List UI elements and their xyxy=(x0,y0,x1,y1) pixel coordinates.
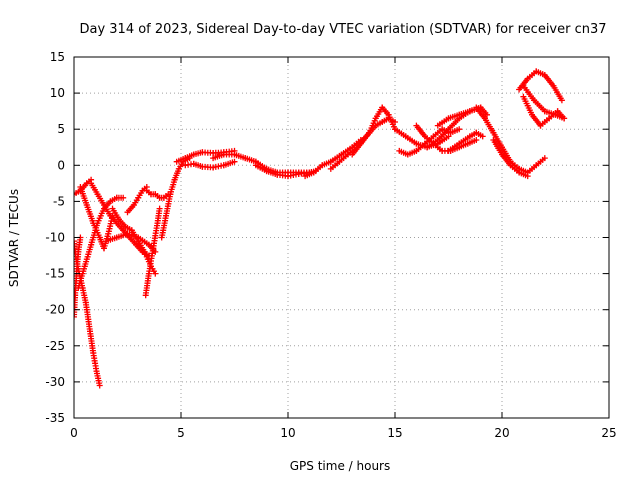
x-tick-label: 25 xyxy=(601,426,616,440)
data-point xyxy=(541,155,548,162)
data-point xyxy=(120,194,127,201)
data-point xyxy=(156,205,163,212)
data-point xyxy=(74,238,77,245)
series-arc-28 xyxy=(490,137,531,180)
series-arc-22 xyxy=(396,126,463,158)
data-point xyxy=(558,97,565,104)
data-point xyxy=(524,173,531,180)
series-arc-14 xyxy=(182,158,238,171)
axes: 0 5 10 15 20 25 -35 -30 -25 -20 -15 -10 -5 0 5 10 15 xyxy=(45,50,616,440)
series-arc-20 xyxy=(359,115,398,143)
data-point xyxy=(96,382,103,389)
y-tick-label: -25 xyxy=(45,339,65,353)
series-arc-31 xyxy=(520,82,568,122)
y-tick-label: -20 xyxy=(45,303,65,317)
chart-title: Day 314 of 2023, Sidereal Day-to-day VTE… xyxy=(79,22,606,37)
x-tick-label: 10 xyxy=(280,426,295,440)
data-point xyxy=(561,115,568,122)
data-point xyxy=(456,126,463,133)
y-tick-label: -5 xyxy=(53,194,65,208)
x-tick-label: 5 xyxy=(177,426,185,440)
x-axis-label: GPS time / hours xyxy=(290,459,391,473)
data-point xyxy=(392,119,398,125)
y-tick-label: -10 xyxy=(45,231,65,245)
grid-lines xyxy=(74,57,609,418)
series-arc-25 xyxy=(445,129,486,154)
x-tick-label: 15 xyxy=(387,426,402,440)
x-tick-label: 20 xyxy=(494,426,509,440)
data-point xyxy=(479,133,486,140)
plot-frame xyxy=(73,56,610,419)
y-tick-label: 15 xyxy=(50,50,65,64)
data-point xyxy=(74,313,77,320)
y-tick-label: -35 xyxy=(45,411,65,425)
y-tick-label: 0 xyxy=(57,158,65,172)
y-axis-label: SDTVAR / TECUs xyxy=(7,189,21,287)
series-arc-29 xyxy=(516,68,565,104)
y-tick-label: -15 xyxy=(45,267,65,281)
y-tick-label: 10 xyxy=(50,86,65,100)
y-tick-label: -30 xyxy=(45,375,65,389)
data-point xyxy=(473,137,480,143)
data-point xyxy=(231,158,238,165)
series-arc-10 xyxy=(142,205,163,299)
series-arc-16 xyxy=(252,162,319,180)
data-point xyxy=(152,270,159,277)
x-tick-label: 0 xyxy=(70,426,78,440)
y-tick-label: 5 xyxy=(57,122,65,136)
series-arc-5 xyxy=(77,184,116,252)
